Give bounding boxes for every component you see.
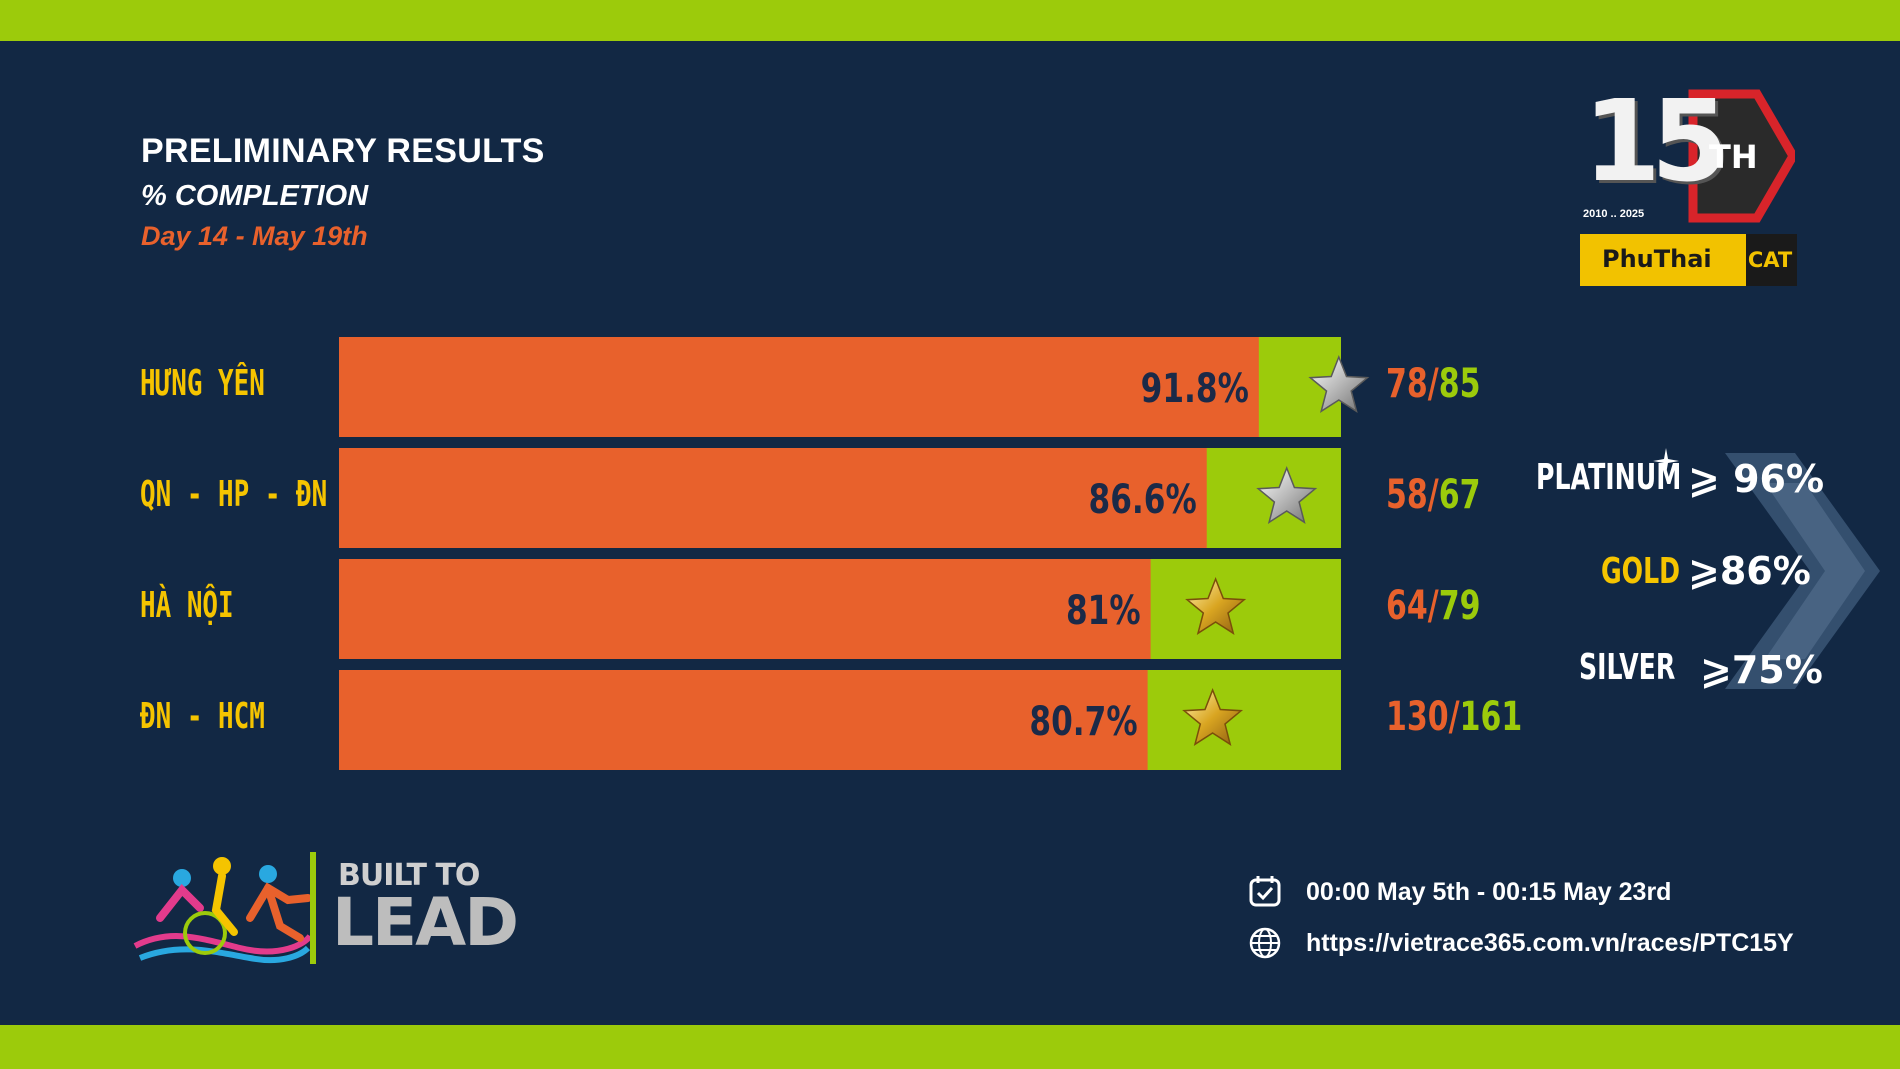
calendar-check-icon <box>1249 876 1281 907</box>
finisher-count: 130/161 <box>1386 694 1522 740</box>
anniversary-logo: 15 TH 2010 .. 2025 PhuThai CAT <box>1575 77 1797 292</box>
event-logo-line2: LEAD <box>332 884 519 961</box>
bar-completed <box>339 559 1151 659</box>
bar-completed <box>339 337 1259 437</box>
threshold-silver-label: SILVER <box>1579 647 1676 688</box>
bottom-green-band <box>0 1025 1900 1069</box>
bar-value-label: 81% <box>1066 588 1141 634</box>
threshold-gold-value: ⩾86% <box>1688 549 1811 593</box>
finished-count: 130 <box>1386 694 1449 740</box>
total-count: 161 <box>1459 694 1523 740</box>
category-label: HÀ NỘI <box>140 585 234 626</box>
total-count: 85 <box>1438 361 1481 407</box>
company-name: PhuThai <box>1602 245 1712 273</box>
globe-icon <box>1249 927 1281 959</box>
total-count: 67 <box>1438 472 1481 518</box>
cat-logo: CAT <box>1746 234 1794 286</box>
count-separator: / <box>1427 583 1439 629</box>
page-subtitle: % COMPLETION <box>141 180 369 212</box>
finished-count: 78 <box>1386 361 1428 407</box>
category-label: ĐN - HCM <box>140 696 265 737</box>
bar-value-label: 91.8% <box>1141 366 1249 412</box>
race-url-link[interactable]: https://vietrace365.com.vn/races/PTC15Y <box>1306 929 1794 957</box>
anniversary-suffix: TH <box>1709 138 1758 176</box>
finisher-count: 78/85 <box>1386 361 1480 407</box>
sparkle-icon <box>1653 448 1679 474</box>
top-green-band <box>0 0 1900 41</box>
silver-star-icon <box>1308 354 1370 413</box>
finished-count: 58 <box>1386 472 1428 518</box>
threshold-platinum-label: PLATINUM <box>1536 457 1682 498</box>
anniversary-years: 2010 .. 2025 <box>1583 208 1645 220</box>
bar-completed <box>339 448 1207 548</box>
report-date: Day 14 - May 19th <box>141 221 368 251</box>
total-count: 79 <box>1438 583 1481 629</box>
chevron-arrows-icon <box>1725 453 1880 689</box>
threshold-silver-value: ⩾75% <box>1700 648 1823 692</box>
event-logo-line1: BUILT TO <box>338 858 480 893</box>
finisher-count: 58/67 <box>1386 472 1480 518</box>
threshold-gold-label: GOLD <box>1601 551 1681 592</box>
bar-value-label: 80.7% <box>1029 699 1137 745</box>
count-separator: / <box>1427 472 1439 518</box>
race-schedule: 00:00 May 5th - 00:15 May 23rd <box>1306 878 1672 906</box>
anniversary-badge-shape <box>1688 89 1795 223</box>
anniversary-number: 15 <box>1583 77 1729 207</box>
bar-completed <box>339 670 1148 770</box>
silver-star-icon <box>1256 465 1318 524</box>
category-label: QN - HP - ĐN <box>140 474 328 515</box>
count-separator: / <box>1427 361 1439 407</box>
company-logo: PhuThai CAT <box>1580 234 1797 286</box>
count-separator: / <box>1448 694 1460 740</box>
finished-count: 64 <box>1386 583 1428 629</box>
bar-value-label: 86.6% <box>1089 477 1197 523</box>
gold-star-icon <box>1185 576 1247 635</box>
threshold-platinum-value: ⩾ 96% <box>1688 457 1825 501</box>
page-title: PRELIMINARY RESULTS <box>141 132 545 170</box>
finisher-count: 64/79 <box>1386 583 1480 629</box>
built-to-lead-logo: BUILT TO LEAD <box>130 848 600 968</box>
gold-star-icon <box>1182 687 1244 746</box>
triathlon-athletes-icon <box>133 852 316 964</box>
category-label: HƯNG YÊN <box>140 363 265 404</box>
